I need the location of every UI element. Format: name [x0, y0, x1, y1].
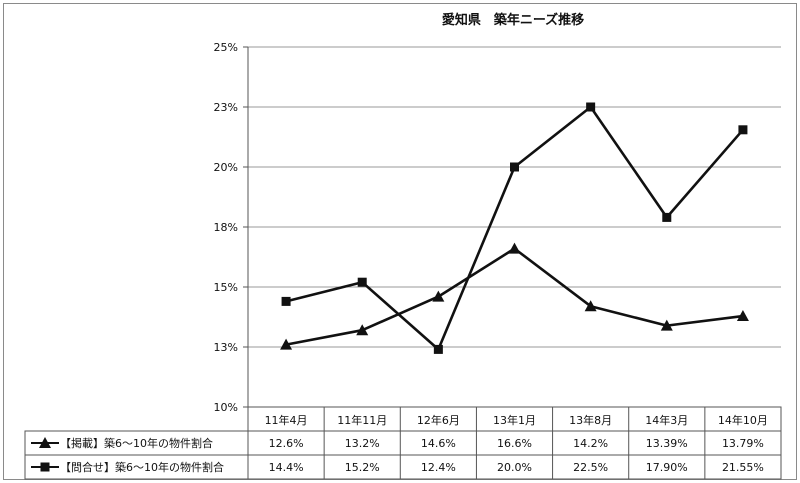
y-tick-label: 13%: [214, 341, 238, 354]
triangle-point: [432, 290, 445, 302]
x-category-label: 12年6月: [417, 413, 460, 427]
data-label: 22.5%: [573, 461, 608, 474]
square-point: [357, 277, 367, 287]
triangle-point: [280, 338, 293, 350]
y-tick-label: 10%: [214, 401, 238, 414]
legend-label: 【掲載】築6～10年の物件割合: [60, 436, 213, 450]
data-label: 12.6%: [269, 437, 304, 450]
chart-title: 愛知県 築年ニーズ推移: [442, 12, 584, 28]
legend-triangle-icon: [39, 437, 51, 448]
x-category-label: 14年3月: [645, 413, 688, 427]
series-2: [281, 102, 748, 354]
triangle-point: [356, 324, 369, 336]
data-label: 14.2%: [573, 437, 608, 450]
square-point: [281, 296, 291, 306]
data-label: 14.6%: [421, 437, 456, 450]
triangle-point: [736, 310, 749, 322]
legend-key-1: [31, 437, 59, 448]
series-lines: [280, 102, 749, 354]
triangle-point: [584, 300, 597, 312]
x-category-label: 11年4月: [265, 413, 308, 427]
square-point: [510, 162, 519, 172]
square-point: [586, 102, 596, 112]
data-label: 17.90%: [646, 461, 688, 474]
square-point: [433, 344, 443, 354]
data-label: 16.6%: [497, 437, 532, 450]
y-tick-label: 23%: [214, 101, 238, 114]
data-label: 12.4%: [421, 461, 456, 474]
data-label: 20.0%: [497, 461, 532, 474]
data-label: 15.2%: [345, 461, 380, 474]
x-category-label: 13年1月: [493, 413, 536, 427]
data-label: 13.2%: [345, 437, 380, 450]
series-1: [280, 242, 749, 350]
series-line: [285, 105, 744, 351]
data-label: 13.79%: [722, 437, 764, 450]
legend-label: 【問合せ】築6～10年の物件割合: [60, 460, 224, 474]
series-line: [285, 247, 744, 346]
y-tick-label: 18%: [214, 221, 238, 234]
x-category-label: 14年10月: [718, 413, 768, 427]
legend-square-icon: [40, 462, 50, 472]
data-label: 13.39%: [646, 437, 688, 450]
y-axis-ticks: 10% 13% 15% 18% 20% 23% 25%: [214, 41, 238, 414]
data-label: 14.4%: [269, 461, 304, 474]
square-point: [662, 212, 672, 222]
x-category-label: 11年11月: [337, 413, 387, 427]
square-point: [738, 125, 748, 135]
y-tick-label: 15%: [214, 281, 238, 294]
data-table: 11年4月 11年11月 12年6月 13年1月 13年8月 14年3月 14年10月【掲載…: [24, 406, 782, 480]
x-category-label: 13年8月: [569, 413, 612, 427]
y-tick-label: 25%: [214, 41, 238, 54]
y-tick-label: 20%: [214, 161, 238, 174]
triangle-point: [660, 319, 673, 331]
gridlines: [243, 46, 781, 408]
data-label: 21.55%: [722, 461, 764, 474]
triangle-point: [508, 242, 521, 254]
legend-key-2: [31, 462, 59, 472]
